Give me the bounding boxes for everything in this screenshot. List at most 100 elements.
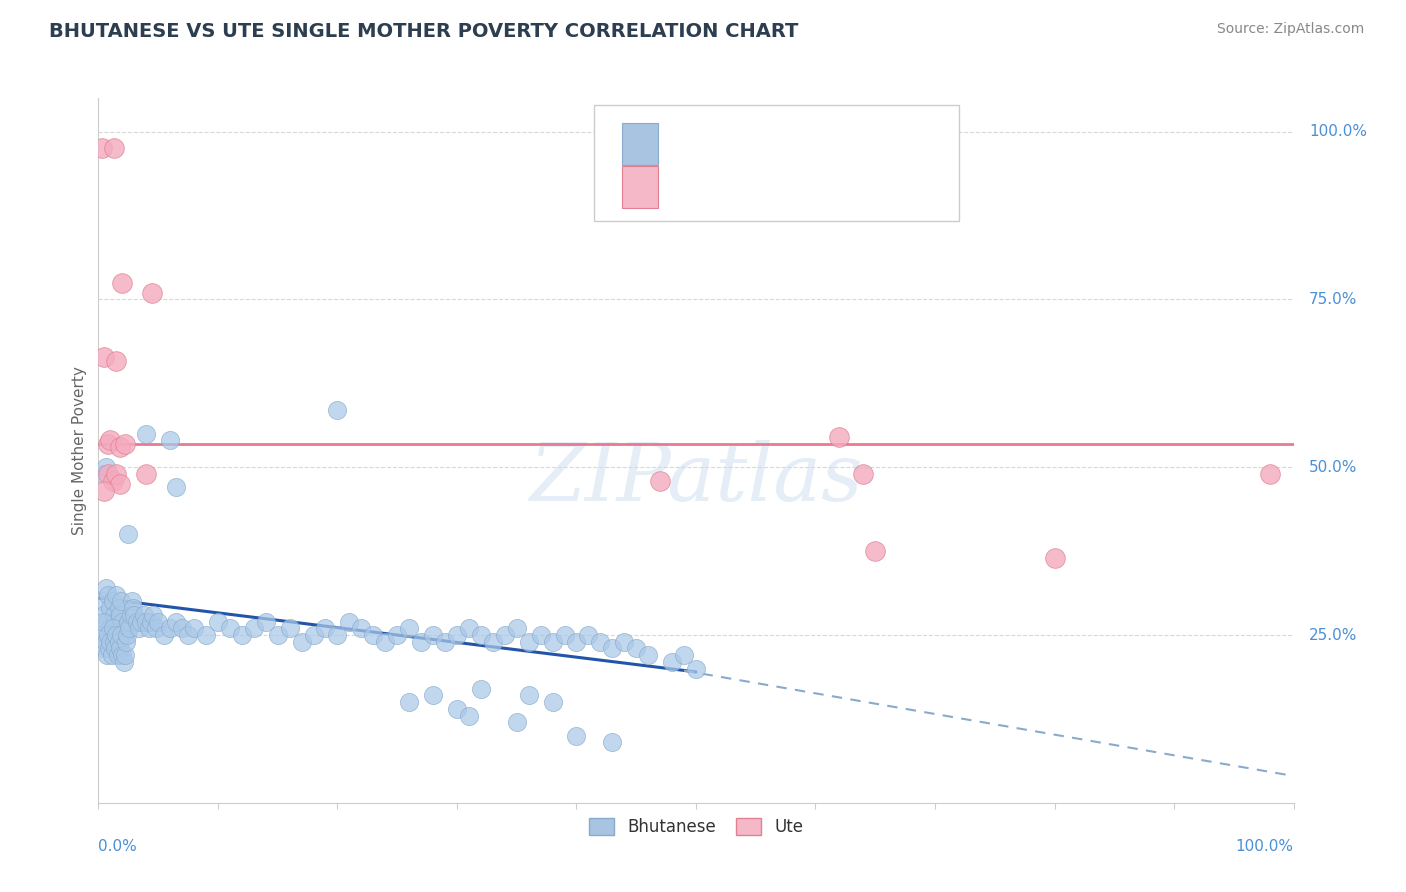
Point — [145, 621, 167, 635]
Point — [267, 628, 290, 642]
Point — [100, 648, 122, 662]
Point — [105, 628, 128, 642]
Point — [125, 615, 148, 629]
Point — [94, 634, 117, 648]
Point — [148, 615, 170, 629]
Point — [105, 467, 128, 481]
Point — [121, 594, 143, 608]
Point — [91, 628, 114, 642]
Point — [159, 621, 181, 635]
Point — [94, 581, 117, 595]
Point — [100, 628, 122, 642]
Point — [112, 628, 135, 642]
Point — [105, 588, 128, 602]
Point — [124, 607, 146, 622]
Point — [111, 615, 134, 629]
Point — [470, 681, 492, 696]
Point — [114, 621, 136, 635]
Point — [481, 634, 505, 648]
Y-axis label: Single Mother Poverty: Single Mother Poverty — [72, 366, 87, 535]
Point — [177, 628, 200, 642]
Point — [132, 607, 155, 622]
Point — [243, 621, 266, 635]
Point — [128, 621, 150, 635]
Point — [685, 662, 707, 676]
Text: 0.002: 0.002 — [724, 180, 775, 194]
Text: 100.0%: 100.0% — [1236, 839, 1294, 855]
Point — [105, 354, 128, 368]
Point — [117, 615, 139, 629]
Point — [578, 628, 600, 642]
Point — [120, 607, 142, 622]
Point — [93, 467, 115, 481]
Point — [350, 621, 373, 635]
Point — [602, 735, 624, 749]
Point — [494, 628, 516, 642]
Point — [135, 467, 157, 481]
Point — [446, 702, 468, 716]
Point — [458, 621, 481, 635]
Point — [115, 634, 138, 648]
Point — [118, 621, 141, 635]
Point — [107, 621, 129, 635]
Point — [93, 641, 115, 656]
Point — [112, 655, 135, 669]
Point — [541, 695, 564, 709]
Point — [107, 634, 129, 648]
Point — [98, 601, 122, 615]
Point — [385, 628, 409, 642]
FancyBboxPatch shape — [621, 122, 658, 165]
FancyBboxPatch shape — [595, 105, 959, 221]
Point — [207, 615, 229, 629]
Point — [103, 607, 125, 622]
Point — [530, 628, 553, 642]
Point — [315, 621, 337, 635]
Point — [278, 621, 301, 635]
Point — [565, 634, 588, 648]
Point — [138, 621, 160, 635]
Text: BHUTANESE VS UTE SINGLE MOTHER POVERTY CORRELATION CHART: BHUTANESE VS UTE SINGLE MOTHER POVERTY C… — [49, 22, 799, 41]
Text: 0.0%: 0.0% — [98, 839, 138, 855]
Point — [94, 460, 117, 475]
Point — [108, 641, 131, 656]
Point — [139, 615, 162, 629]
Point — [93, 483, 115, 498]
Text: R =: R = — [668, 180, 702, 194]
Point — [107, 601, 129, 615]
Point — [565, 729, 588, 743]
Point — [101, 621, 124, 635]
Point — [110, 594, 132, 608]
Text: -0.201: -0.201 — [724, 136, 782, 151]
Point — [111, 276, 134, 290]
Point — [254, 615, 277, 629]
Point — [541, 634, 564, 648]
Point — [142, 607, 165, 622]
Point — [135, 426, 157, 441]
Point — [446, 628, 468, 642]
Point — [104, 641, 127, 656]
Point — [326, 403, 349, 417]
Point — [114, 648, 136, 662]
Point — [517, 689, 540, 703]
Point — [98, 641, 121, 656]
Point — [108, 607, 131, 622]
Point — [422, 689, 444, 703]
Point — [398, 695, 420, 709]
Point — [165, 615, 187, 629]
Point — [219, 621, 242, 635]
Point — [648, 474, 672, 488]
Point — [172, 621, 194, 635]
Point — [661, 655, 683, 669]
Point — [374, 634, 396, 648]
Point — [626, 641, 648, 656]
Text: 22: 22 — [852, 178, 877, 196]
Point — [865, 544, 887, 558]
Point — [98, 634, 122, 648]
Point — [470, 628, 492, 642]
Point — [141, 285, 163, 300]
Point — [159, 434, 181, 448]
Text: R =: R = — [668, 136, 702, 151]
Text: 100: 100 — [852, 135, 889, 153]
Point — [104, 615, 127, 629]
Point — [231, 628, 253, 642]
